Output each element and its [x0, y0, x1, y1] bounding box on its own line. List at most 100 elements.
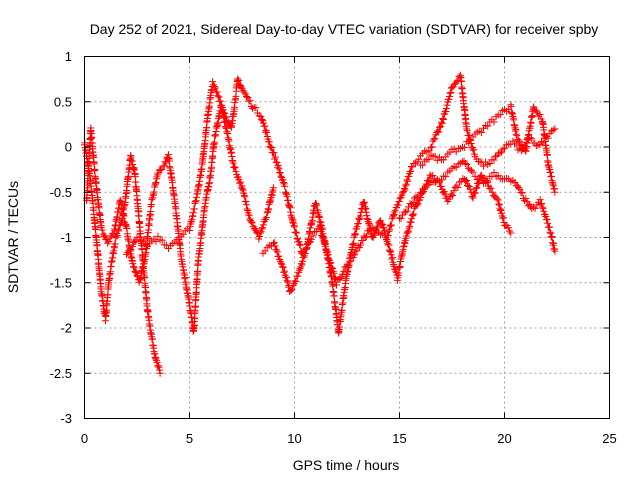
data-point [539, 204, 547, 212]
data-point [459, 158, 466, 166]
data-point [445, 95, 453, 103]
data-point [406, 218, 414, 226]
data-point [283, 277, 291, 285]
data-point [240, 88, 248, 96]
data-point [438, 119, 446, 127]
data-point [219, 106, 227, 114]
data-point [438, 176, 445, 184]
data-point [455, 73, 463, 81]
data-point [234, 173, 242, 181]
data-series [417, 101, 559, 196]
data-point [354, 219, 362, 227]
data-point [409, 199, 417, 207]
data-point [402, 182, 410, 190]
data-point [133, 271, 141, 279]
data-point [309, 232, 317, 240]
data-point [261, 247, 269, 255]
data-point [145, 221, 153, 229]
data-point [385, 227, 393, 235]
data-point [518, 141, 526, 149]
x-tick-label: 5 [186, 431, 193, 446]
data-point [409, 212, 417, 220]
data-point [379, 220, 387, 228]
y-tick-label: 0.5 [54, 94, 72, 109]
data-point [484, 177, 492, 185]
data-point [161, 158, 169, 166]
data-point [399, 211, 406, 219]
data-point [538, 203, 546, 211]
data-point [270, 238, 278, 246]
data-point [499, 145, 507, 153]
data-point [389, 211, 397, 219]
data-point [404, 177, 412, 185]
data-point [490, 168, 498, 176]
data-point [263, 128, 271, 136]
data-point [428, 143, 436, 151]
x-tick-labels: 0 5 10 15 20 25 [81, 431, 617, 446]
data-point [299, 253, 307, 261]
data-point [247, 218, 255, 226]
data-point [462, 178, 470, 186]
data-point [111, 240, 119, 248]
data-point [239, 186, 247, 194]
data-point [534, 141, 542, 149]
data-point [268, 144, 276, 152]
data-point [241, 193, 249, 201]
data-point [234, 75, 242, 83]
data-point [522, 194, 530, 202]
data-point [439, 115, 447, 123]
data-point [265, 138, 273, 146]
data-point [345, 261, 353, 269]
data-point [282, 273, 290, 281]
data-point [402, 208, 409, 216]
data-series [396, 157, 559, 255]
x-tick-label: 10 [287, 431, 301, 446]
data-point [490, 118, 498, 126]
data-point [130, 263, 137, 271]
data-point [214, 92, 222, 100]
data-point [253, 229, 261, 237]
data-point [302, 245, 310, 253]
data-point [210, 138, 218, 146]
data-point [238, 182, 246, 190]
data-point [541, 211, 549, 219]
data-point [406, 169, 414, 177]
data-point [490, 156, 498, 164]
data-point [427, 143, 435, 151]
data-point [246, 215, 254, 223]
data-point [248, 219, 256, 227]
data-point [517, 189, 525, 196]
data-point [104, 239, 112, 247]
data-point [461, 143, 469, 151]
data-point [381, 229, 389, 237]
data-point [516, 185, 524, 193]
data-point [414, 200, 422, 208]
y-tick-label: -1.5 [50, 275, 72, 290]
data-point [93, 241, 101, 249]
data-point [397, 215, 405, 223]
data-point [259, 221, 267, 229]
grid [84, 56, 610, 419]
data-point [273, 248, 281, 256]
data-point [277, 259, 285, 267]
data-point [276, 169, 284, 177]
data-point [434, 127, 442, 135]
data-point [288, 285, 296, 293]
data-point [542, 213, 550, 221]
data-point [336, 274, 344, 282]
data-point [495, 201, 503, 209]
data-point [484, 122, 492, 130]
data-point [302, 245, 310, 253]
data-point [154, 232, 162, 240]
data-point [410, 210, 418, 218]
data-point [540, 207, 548, 215]
data-point [132, 238, 140, 246]
data-point [194, 267, 202, 275]
data-point [404, 228, 412, 236]
chart-title: Day 252 of 2021, Sidereal Day-to-day VTE… [90, 21, 599, 37]
data-point [211, 84, 219, 92]
data-point [275, 165, 283, 173]
data-point [231, 164, 239, 172]
data-point [531, 204, 539, 212]
